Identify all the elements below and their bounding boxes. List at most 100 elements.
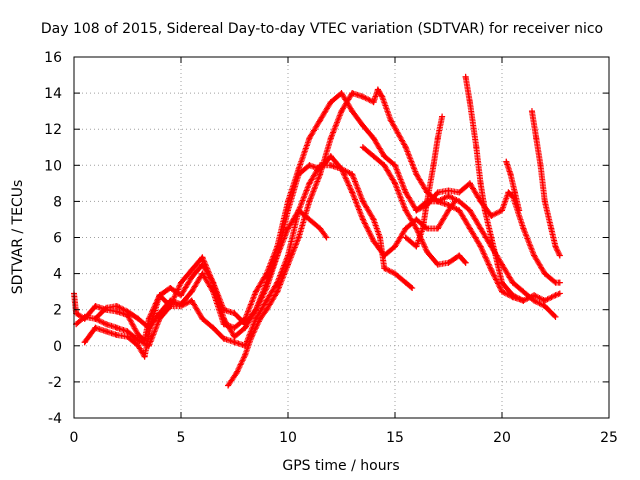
data-point xyxy=(509,294,516,301)
data-point xyxy=(323,234,330,241)
data-point xyxy=(103,304,110,311)
data-point xyxy=(231,324,238,331)
data-point xyxy=(462,73,469,80)
data-point xyxy=(392,270,398,277)
data-point xyxy=(252,306,259,313)
data-point xyxy=(424,198,431,205)
data-point xyxy=(167,303,174,310)
data-point xyxy=(477,225,484,232)
data-point xyxy=(338,108,345,115)
data-point xyxy=(381,162,388,169)
data-point xyxy=(434,135,441,142)
data-point xyxy=(199,315,206,322)
data-point xyxy=(242,321,249,328)
data-point xyxy=(445,192,452,199)
data-point xyxy=(359,122,366,129)
data-point xyxy=(199,254,206,261)
data-point xyxy=(392,162,398,169)
data-point xyxy=(430,162,437,169)
data-point xyxy=(505,189,512,196)
data-point xyxy=(220,321,227,328)
data-point xyxy=(359,216,366,223)
data-point xyxy=(231,310,238,317)
x-tick-label: 25 xyxy=(600,430,618,446)
data-point xyxy=(317,171,324,178)
data-point xyxy=(466,207,473,214)
data-point xyxy=(124,328,131,335)
data-point xyxy=(473,144,480,151)
data-point xyxy=(541,303,548,310)
data-point xyxy=(494,261,501,268)
series-track-1 xyxy=(71,153,416,344)
data-point xyxy=(178,292,184,299)
data-point xyxy=(210,324,217,331)
data-point xyxy=(402,279,409,286)
series-marker-trail xyxy=(73,90,563,331)
series-marker-trail xyxy=(71,153,416,344)
data-point xyxy=(103,321,110,328)
data-point xyxy=(541,198,548,205)
data-point xyxy=(285,261,291,268)
y-tick-label: 6 xyxy=(53,231,62,247)
data-point xyxy=(135,337,142,344)
data-point xyxy=(370,135,377,142)
data-point xyxy=(370,238,377,245)
data-point xyxy=(92,303,99,310)
data-point xyxy=(349,108,356,115)
x-tick-label: 20 xyxy=(493,430,511,446)
data-point xyxy=(124,308,131,315)
data-point xyxy=(456,198,463,205)
data-point xyxy=(210,279,217,286)
data-point xyxy=(541,270,548,277)
data-point xyxy=(349,90,356,97)
data-point xyxy=(263,306,270,313)
data-point xyxy=(124,333,131,340)
data-point xyxy=(274,252,281,259)
data-point xyxy=(317,225,324,232)
data-point xyxy=(306,135,313,142)
y-tick-label: 16 xyxy=(44,50,62,66)
data-point xyxy=(531,297,538,304)
data-point xyxy=(507,171,514,178)
data-point xyxy=(477,180,484,187)
data-point xyxy=(231,333,238,340)
data-point xyxy=(531,292,538,299)
data-point xyxy=(338,165,345,172)
grid-lines xyxy=(74,57,609,418)
data-point xyxy=(81,313,88,320)
data-point xyxy=(488,234,495,241)
y-axis-label: SDTVAR / TECUs xyxy=(10,180,26,295)
data-point xyxy=(520,288,527,295)
series-track-6 xyxy=(359,144,469,268)
series-track-11 xyxy=(413,198,527,304)
data-point xyxy=(548,225,555,232)
series-track-8 xyxy=(462,73,563,304)
data-point xyxy=(511,189,518,196)
data-point xyxy=(377,234,384,241)
data-point xyxy=(402,189,409,196)
data-point xyxy=(359,144,366,151)
data-point xyxy=(220,335,227,342)
data-point xyxy=(327,153,334,160)
data-point xyxy=(370,99,377,106)
data-point xyxy=(520,297,527,304)
data-point xyxy=(462,259,469,266)
series-track-3 xyxy=(81,207,330,360)
data-point xyxy=(466,99,473,106)
series-track-10 xyxy=(503,158,523,214)
data-point xyxy=(533,135,540,142)
data-point xyxy=(434,198,441,205)
data-point xyxy=(381,252,388,259)
data-point xyxy=(413,243,420,250)
data-point xyxy=(503,158,510,165)
data-point xyxy=(445,207,452,214)
data-point xyxy=(466,225,473,232)
data-point xyxy=(477,243,484,250)
data-point xyxy=(92,324,99,331)
series-track-2 xyxy=(73,90,563,331)
data-point xyxy=(113,331,120,338)
data-point xyxy=(413,225,420,232)
data-point xyxy=(379,93,386,100)
data-point xyxy=(488,212,495,219)
